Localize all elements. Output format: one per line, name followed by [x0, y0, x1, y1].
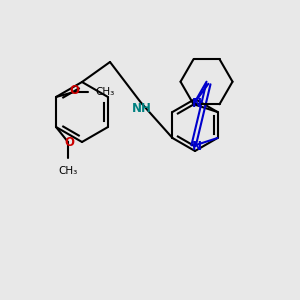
Text: O: O — [69, 85, 79, 98]
Text: O: O — [64, 136, 74, 148]
Text: CH₃: CH₃ — [58, 166, 78, 176]
Text: NH: NH — [132, 101, 152, 115]
Text: N: N — [191, 140, 202, 153]
Text: N: N — [191, 97, 202, 110]
Text: CH₃: CH₃ — [95, 87, 114, 97]
